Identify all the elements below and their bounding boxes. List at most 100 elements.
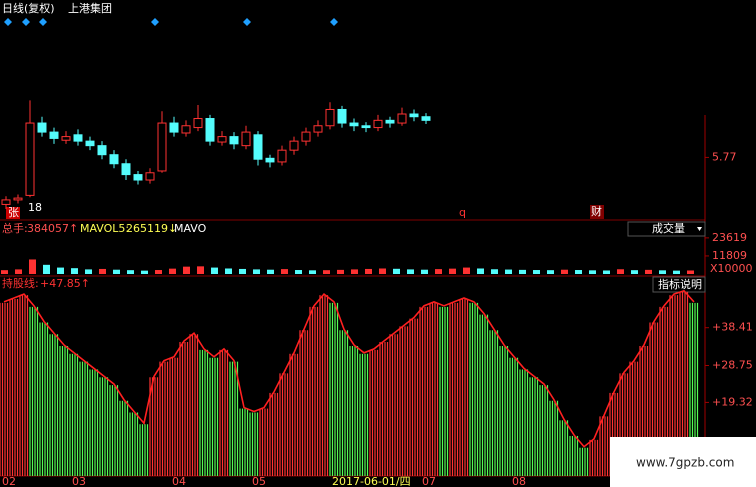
indicator-button-label[interactable]: 指标说明 xyxy=(658,277,702,291)
candle-body xyxy=(133,174,143,181)
candle-body xyxy=(421,116,431,121)
annotation-box xyxy=(6,207,20,219)
volume-bar xyxy=(603,270,610,274)
volume-bar xyxy=(407,269,414,274)
volume-bar xyxy=(547,270,554,274)
markers xyxy=(4,18,338,26)
volume-bar xyxy=(281,269,288,274)
candle-body xyxy=(1,199,11,205)
volume-bar xyxy=(393,268,400,274)
volume-bar xyxy=(617,269,624,274)
candle-body xyxy=(241,131,251,147)
volume-bar xyxy=(477,268,484,274)
candle-body xyxy=(181,125,191,134)
candle-body xyxy=(97,145,107,156)
volume-bar xyxy=(197,266,204,274)
candle-body xyxy=(13,197,23,201)
watermark: www.7gpzb.com xyxy=(636,456,734,470)
volume-label: 总手: xyxy=(2,221,28,235)
candle-body xyxy=(157,122,167,172)
volume-bar xyxy=(29,259,36,274)
indicator-value: +47.85↑ xyxy=(40,277,90,290)
annotation: 18 xyxy=(28,201,42,214)
x-tick-label: 08 xyxy=(512,475,526,487)
volume-bar xyxy=(253,269,260,274)
x-tick-label: 03 xyxy=(72,475,86,487)
candle-body xyxy=(37,122,47,133)
watermark-box xyxy=(610,437,756,487)
candle-body xyxy=(217,136,227,143)
candle-body xyxy=(289,140,299,151)
ma-label: MAVOL5: xyxy=(80,222,129,235)
candle-body xyxy=(205,118,215,142)
x-tick-label: 04 xyxy=(172,475,186,487)
x-tick-label: 07 xyxy=(422,475,436,487)
volume-bar xyxy=(155,270,162,274)
volume-bar xyxy=(519,269,526,274)
y-tick-label: 11809 xyxy=(712,249,747,262)
x-tick-label: 2017-06-01/四 xyxy=(332,475,411,487)
indicator-line xyxy=(3,289,695,448)
volume-bar xyxy=(225,268,232,274)
volume-bar xyxy=(169,268,176,274)
volume-bar xyxy=(309,270,316,274)
volume-bar xyxy=(491,269,498,274)
volume-bar xyxy=(1,270,8,274)
candle-body xyxy=(109,154,119,165)
volume-bar xyxy=(421,269,428,274)
candle-body xyxy=(73,134,83,142)
chart-title: 日线(复权) xyxy=(2,1,55,15)
volume-bar xyxy=(449,268,456,274)
annotation: 张 xyxy=(8,206,19,219)
volume-bar xyxy=(267,269,274,274)
volume-bar xyxy=(85,269,92,274)
candle-body xyxy=(85,140,95,147)
y-tick-label: 5.77 xyxy=(712,150,737,163)
volume-bar xyxy=(575,270,582,274)
volume-bar xyxy=(113,269,120,274)
annotation: 财 xyxy=(591,204,602,218)
volume-bar xyxy=(211,267,218,274)
ma-value: 265119↓ xyxy=(126,222,177,235)
volume-bar xyxy=(183,266,190,274)
unit-label: X10000 xyxy=(710,262,753,275)
candle-body xyxy=(61,136,71,141)
candle-body xyxy=(229,136,239,145)
volume-bar xyxy=(631,270,638,274)
candle-body xyxy=(253,134,263,160)
candle-body xyxy=(325,108,335,127)
volume-bar xyxy=(673,270,680,274)
volume-bar xyxy=(659,270,666,274)
volume-bar xyxy=(15,269,22,274)
volume-bar xyxy=(645,269,652,274)
candle-body xyxy=(409,113,419,118)
volume-button-label[interactable]: 成交量 xyxy=(652,221,685,235)
volume-bar xyxy=(351,269,358,274)
volume-bar xyxy=(141,270,148,274)
annotation: q xyxy=(459,206,466,219)
volume-bar xyxy=(379,268,386,274)
volume-bar xyxy=(127,270,134,274)
volume-bar xyxy=(239,268,246,274)
x-tick-label: 02 xyxy=(2,475,16,487)
candle-body xyxy=(277,149,287,163)
candle-body xyxy=(385,119,395,124)
volume-bar xyxy=(337,269,344,274)
volume-bar xyxy=(505,269,512,274)
stock-name: 上港集团 xyxy=(68,1,112,15)
indicator-label: 持股线: xyxy=(2,276,39,290)
candle-body xyxy=(25,122,35,196)
volume-bar xyxy=(687,270,694,274)
volume-bar xyxy=(561,269,568,274)
dropdown-arrow[interactable] xyxy=(697,227,702,231)
volume-bar xyxy=(71,268,78,274)
y-tick-label: +19.32 xyxy=(712,395,753,408)
volume-button[interactable] xyxy=(627,221,706,237)
candle-body xyxy=(349,122,359,127)
y-tick-label: 23619 xyxy=(712,231,747,244)
volume-bar xyxy=(295,270,302,274)
candle-body xyxy=(361,125,371,129)
candle-body xyxy=(313,125,323,133)
candle-body xyxy=(373,119,383,129)
